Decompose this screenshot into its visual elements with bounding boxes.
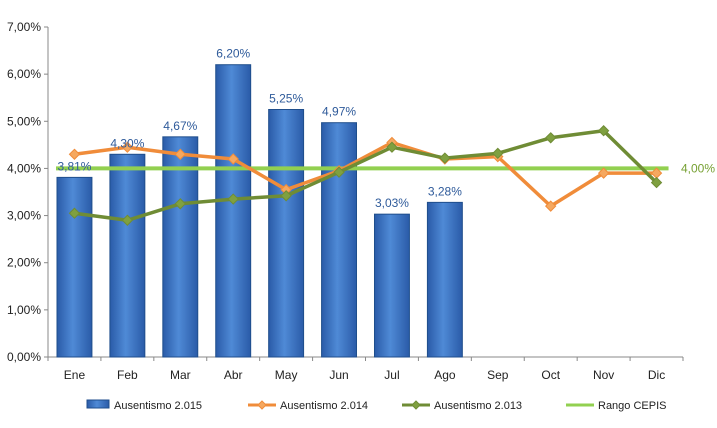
legend-label: Ausentismo 2.013 (434, 400, 522, 412)
x-tick-label: Jul (384, 368, 399, 382)
data-point-marker (650, 176, 663, 189)
x-tick-label: Nov (593, 368, 614, 382)
bar-data-label: 3,28% (428, 184, 462, 198)
y-tick-label: 6,00% (7, 67, 41, 81)
legend-marker (411, 400, 421, 410)
y-tick-label: 0,00% (7, 350, 41, 364)
y-tick-label: 2,00% (7, 256, 41, 270)
x-tick-label: Ene (64, 368, 86, 382)
bar (373, 213, 410, 358)
data-point-marker (174, 148, 186, 160)
data-point-marker (386, 141, 398, 153)
data-point-marker (227, 153, 239, 165)
series-line (74, 128, 658, 223)
data-point-marker (280, 190, 292, 202)
bar-data-label: 3,81% (57, 159, 91, 173)
bar (109, 153, 146, 358)
y-tick-label: 4,00% (7, 161, 41, 175)
reference-label: 4,00% (681, 161, 715, 175)
bar (321, 122, 358, 358)
x-tick-label: Mar (170, 368, 191, 382)
legend-label: Ausentismo 2.015 (114, 400, 202, 412)
bar (426, 201, 463, 358)
y-tick-label: 1,00% (7, 303, 41, 317)
data-point-marker (121, 214, 134, 226)
y-tick-label: 3,00% (7, 209, 41, 223)
x-tick-label: Sep (487, 368, 509, 382)
x-tick-label: Dic (648, 368, 665, 382)
y-tick-label: 5,00% (7, 114, 41, 128)
bar-data-label: 4,30% (110, 136, 144, 150)
x-tick-label: Abr (224, 368, 243, 382)
legend-label: Ausentismo 2.014 (280, 400, 368, 412)
data-point-marker (545, 132, 557, 144)
legend-label: Rango CEPIS (598, 400, 666, 412)
bar-data-label: 5,25% (269, 92, 303, 106)
y-tick-label: 7,00% (7, 20, 41, 34)
x-tick-label: Oct (541, 368, 560, 382)
bar (215, 64, 252, 358)
data-point-marker (597, 125, 610, 137)
legend-marker (257, 400, 267, 410)
x-tick-label: Jun (329, 368, 348, 382)
bar-data-label: 6,20% (216, 47, 250, 61)
data-point-marker (333, 166, 345, 178)
x-tick-label: Ago (434, 368, 456, 382)
bar-data-label: 4,97% (322, 105, 356, 119)
series-line (74, 140, 657, 208)
data-point-marker (68, 148, 81, 160)
data-point-marker (121, 141, 134, 153)
bar (162, 136, 199, 358)
data-point-marker (174, 198, 186, 210)
bar-data-label: 3,03% (375, 196, 409, 210)
x-tick-label: Feb (117, 368, 138, 382)
bar-data-label: 4,67% (163, 119, 197, 133)
data-point-marker (227, 193, 239, 205)
bar (56, 176, 93, 358)
bar (268, 109, 305, 358)
x-tick-label: May (275, 368, 298, 382)
data-point-marker (545, 200, 557, 212)
data-point-marker (68, 207, 81, 219)
data-point-marker (492, 147, 504, 160)
data-point-marker (439, 152, 451, 164)
legend-swatch (86, 399, 110, 409)
data-point-marker (597, 167, 610, 179)
